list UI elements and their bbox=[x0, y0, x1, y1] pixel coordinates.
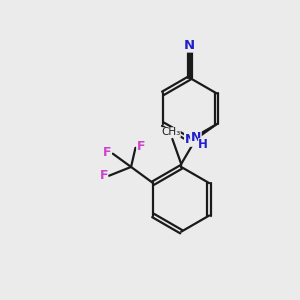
Text: F: F bbox=[103, 146, 112, 159]
Text: CH₃: CH₃ bbox=[161, 128, 181, 137]
Text: F: F bbox=[136, 140, 145, 153]
Text: N: N bbox=[184, 133, 195, 146]
Text: N: N bbox=[184, 39, 195, 52]
Text: N: N bbox=[191, 131, 201, 144]
Text: H: H bbox=[198, 138, 208, 151]
Text: F: F bbox=[99, 169, 108, 182]
